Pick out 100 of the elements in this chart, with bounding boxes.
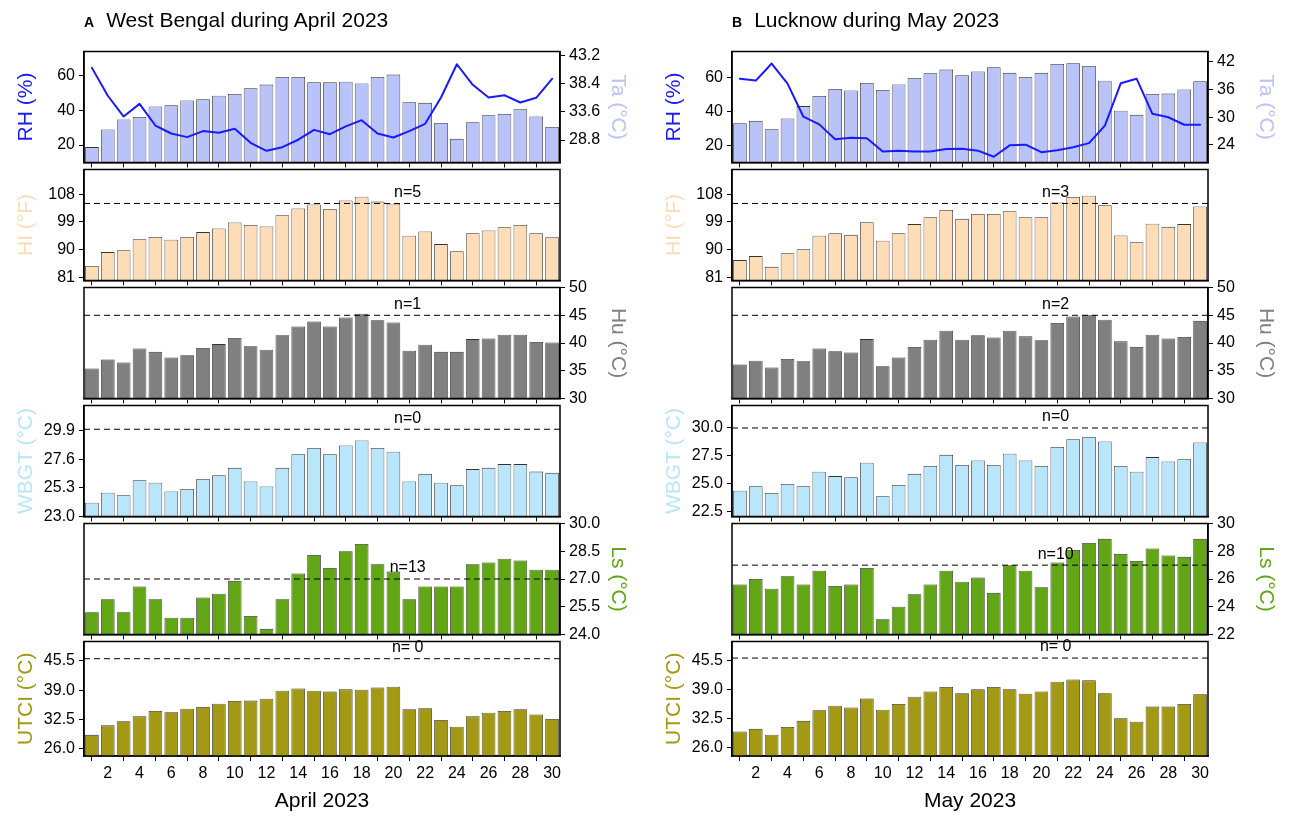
y-axis-title: HI (°F) <box>661 193 685 257</box>
y-tick-label: 99 <box>705 212 724 230</box>
annotation: n=2 <box>1042 294 1070 312</box>
x-tick-label: 6 <box>814 764 824 782</box>
y2-tick-label: 40 <box>569 333 587 351</box>
x-tick-label: 30 <box>1191 764 1210 782</box>
y2-tick-label: 24 <box>1217 597 1235 615</box>
y-tick-label: 90 <box>57 240 76 258</box>
x-tick-label: 28 <box>1159 764 1178 782</box>
y-tick-label: 81 <box>705 267 724 285</box>
y-tick-label: 27.6 <box>43 449 76 467</box>
y2-tick-label: 45 <box>569 305 587 323</box>
x-tick-label: 6 <box>166 764 176 782</box>
y2-tick-label: 42 <box>1217 52 1235 70</box>
x-axis-title: April 2023 <box>274 788 370 812</box>
x-tick-label: 26 <box>1127 764 1146 782</box>
y2-tick-label: 30 <box>1217 514 1235 532</box>
y2-tick-label: 26 <box>1217 569 1235 587</box>
y-axis-title: HI (°F) <box>13 193 37 257</box>
y2-tick-label: 40 <box>1217 333 1235 351</box>
y2-tick-label: 27.0 <box>569 569 601 587</box>
y-axis-title: RH (%) <box>13 72 37 142</box>
y2-tick-label: 36 <box>1217 79 1235 97</box>
y2-tick-label: 50 <box>569 278 587 296</box>
x-tick-label: 2 <box>103 764 113 782</box>
chart-title: Lucknow during May 2023 <box>754 8 1000 31</box>
y-tick-label: 26.0 <box>691 737 724 755</box>
y2-tick-label: 22 <box>1217 624 1235 642</box>
y2-tick-label: 50 <box>1217 278 1235 296</box>
chart-title: West Bengal during April 2023 <box>106 8 389 31</box>
y2-tick-label: 38.4 <box>569 73 601 91</box>
y2-tick-label: 43.2 <box>569 45 601 63</box>
y2-tick-label: 28.8 <box>569 130 601 148</box>
y-tick-label: 25.3 <box>43 478 76 496</box>
y2-axis-title: Ta (°C) <box>607 74 631 140</box>
y2-tick-label: 24.0 <box>569 624 601 642</box>
x-tick-label: 30 <box>543 764 562 782</box>
y-tick-label: 20 <box>705 135 724 153</box>
y2-tick-label: 24 <box>1217 135 1235 153</box>
annotation: n=3 <box>1042 182 1070 200</box>
y-tick-label: 22.5 <box>691 502 724 520</box>
y2-tick-label: 35 <box>1217 361 1235 379</box>
y-tick-label: 20 <box>57 135 76 153</box>
y-tick-label: 26.0 <box>43 739 76 757</box>
y-tick-label: 99 <box>57 212 76 230</box>
annotation: n=0 <box>1042 407 1070 425</box>
annotation: n= 0 <box>1039 637 1072 655</box>
y-tick-label: 40 <box>705 101 724 119</box>
y2-axis-title: Hu (°C) <box>1255 307 1279 379</box>
y-tick-label: 25.0 <box>691 474 724 492</box>
x-tick-label: 2 <box>751 764 761 782</box>
y-axis-title: WBGT (°C) <box>13 408 37 514</box>
x-tick-label: 8 <box>198 764 208 782</box>
y-tick-label: 39.0 <box>43 680 76 698</box>
y-tick-label: 40 <box>57 100 76 118</box>
x-tick-label: 4 <box>135 764 145 782</box>
text: A <box>84 14 95 30</box>
x-tick-label: 18 <box>352 764 371 782</box>
y-tick-label: 32.5 <box>691 708 724 726</box>
y2-axis-title: Ls (°C) <box>607 546 631 612</box>
x-tick-label: 18 <box>1000 764 1019 782</box>
x-tick-label: 22 <box>416 764 435 782</box>
y2-axis-title: Ls (°C) <box>1255 546 1279 612</box>
y-tick-label: 60 <box>57 66 76 84</box>
x-tick-label: 10 <box>225 764 244 782</box>
x-tick-label: 28 <box>511 764 530 782</box>
y2-tick-label: 33.6 <box>569 102 601 120</box>
y-tick-label: 45.5 <box>691 650 724 668</box>
x-tick-label: 4 <box>783 764 793 782</box>
annotation: n=10 <box>1037 544 1074 562</box>
y-tick-label: 81 <box>57 267 76 285</box>
y2-axis-title: Hu (°C) <box>607 307 631 379</box>
annotation: n=5 <box>394 182 422 200</box>
y2-tick-label: 30 <box>1217 107 1235 125</box>
y-tick-label: 29.9 <box>43 420 76 438</box>
y2-axis-title: Ta (°C) <box>1255 74 1279 140</box>
x-tick-label: 10 <box>873 764 892 782</box>
y-tick-label: 90 <box>705 240 724 258</box>
y-tick-label: 39.0 <box>691 679 724 697</box>
x-tick-label: 16 <box>969 764 987 782</box>
x-tick-label: 24 <box>447 764 466 782</box>
y-tick-label: 30.0 <box>691 418 724 436</box>
y2-tick-label: 35 <box>569 361 587 379</box>
y-tick-label: 23.0 <box>43 506 76 524</box>
text: B <box>732 14 743 30</box>
y-tick-label: 60 <box>705 67 724 85</box>
x-axis-title: May 2023 <box>923 788 1017 812</box>
x-tick-label: 8 <box>846 764 856 782</box>
y-axis-title: RH (%) <box>661 72 685 142</box>
annotation: n=1 <box>394 294 422 312</box>
y-axis-title: UTCI (°C) <box>661 652 685 745</box>
x-tick-label: 20 <box>1032 764 1051 782</box>
y-tick-label: 27.5 <box>691 446 724 464</box>
y2-tick-label: 25.5 <box>569 597 601 615</box>
x-tick-label: 24 <box>1095 764 1114 782</box>
x-tick-label: 14 <box>937 764 956 782</box>
y-tick-label: 108 <box>696 184 724 202</box>
y-axis-title: WBGT (°C) <box>661 408 685 514</box>
x-tick-label: 26 <box>479 764 498 782</box>
x-tick-label: 20 <box>384 764 403 782</box>
